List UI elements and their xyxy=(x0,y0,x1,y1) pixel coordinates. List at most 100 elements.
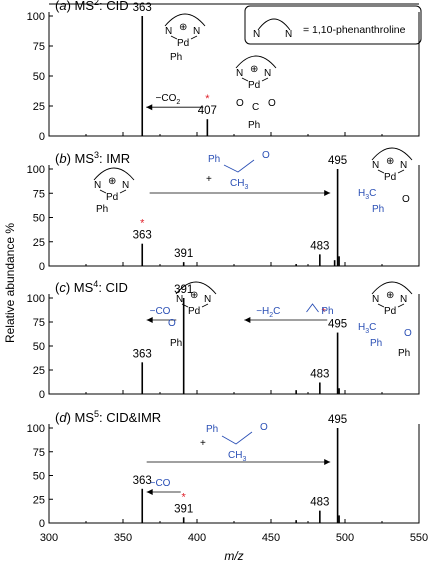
b-right-h3c: H3C xyxy=(358,188,376,201)
c-right-ph1: Ph xyxy=(370,338,382,349)
d-reagent-ch3: CH3 xyxy=(228,450,246,463)
phenanthroline-arc-icon xyxy=(257,18,291,31)
b-reagent-ph: Ph xyxy=(208,154,220,165)
panel-d-y-tick-label: 0 xyxy=(39,518,45,530)
c-right-atom-n1: N xyxy=(372,294,379,305)
panel-c-y-tick-label: 0 xyxy=(39,389,45,401)
panel-d: 0 25 50 75 100 300 350 400 450 500 550 (d) MS5: CID… xyxy=(27,409,428,544)
b-left-atom-n1: N xyxy=(94,180,101,191)
b-left-atom-charge: ⊕ xyxy=(108,176,116,187)
plus-sign-b: + xyxy=(206,174,212,185)
b-right-atom-charge: ⊕ xyxy=(386,156,394,167)
loss-styrene-label: −H2C xyxy=(256,306,280,319)
panel-c-y-tick-label: 100 xyxy=(27,293,45,305)
a-left-atom-charge: ⊕ xyxy=(179,22,187,33)
c-right-h3c: H3C xyxy=(358,322,376,335)
a-right-atom-pd: Pd xyxy=(248,80,260,91)
panel-c-y-tick-label: 25 xyxy=(33,365,45,377)
legend-label: = 1,10-phenanthroline xyxy=(303,24,406,36)
structure-a-left: N ⊕ N Pd Ph xyxy=(164,13,206,63)
arrowhead-icon xyxy=(244,317,251,323)
legend-ring-atom-1: N xyxy=(253,29,260,40)
loss-co2-label: −CO2 xyxy=(156,93,181,106)
panel-b-y-tick-label: 50 xyxy=(33,213,45,225)
panel-c-label: (c) MS4: CID xyxy=(55,279,128,295)
panel-d-y-tick-label: 75 xyxy=(33,447,45,459)
star-marker-c: * xyxy=(321,307,326,319)
peak-label-c-391: 391 xyxy=(174,284,193,296)
panel-d-label: (d) MS5: CID&IMR xyxy=(55,409,161,425)
peak-label-c-495: 495 xyxy=(328,319,347,331)
peak-label-c-363: 363 xyxy=(133,348,152,360)
structure-d-reagent: Ph CH3 O xyxy=(206,422,268,463)
x-tick-label: 400 xyxy=(188,532,206,544)
structure-b-reagent: Ph CH3 O xyxy=(208,150,270,191)
a-left-atom-pd: Pd xyxy=(177,38,189,49)
a-right-atom-o2: O xyxy=(268,98,276,109)
panel-c-y-tick-label: 50 xyxy=(33,341,45,353)
x-tick-label: 500 xyxy=(336,532,354,544)
y-axis-title: Relative abundance % xyxy=(3,223,17,343)
peak-label-a-363: 363 xyxy=(133,2,152,14)
panel-b-y-tick-label: 75 xyxy=(33,188,45,200)
a-right-atom-ph: Ph xyxy=(248,120,260,131)
b-left-atom-ph: Ph xyxy=(96,204,108,215)
arrowhead-icon xyxy=(146,104,153,111)
c-middle-o: O xyxy=(168,318,176,329)
c-right-atom-n2: N xyxy=(400,294,407,305)
panel-d-y-tick-label: 100 xyxy=(27,423,45,435)
panel-b-label: (b) MS3: IMR xyxy=(55,150,130,166)
a-left-bond-1 xyxy=(170,35,178,40)
legend-box: N N = 1,10-phenanthroline xyxy=(244,5,422,45)
c-middle-atom-charge: ⊕ xyxy=(190,290,198,301)
a-left-atom-n1: N xyxy=(165,26,172,37)
panel-b-y-tick-label: 25 xyxy=(33,237,45,249)
structure-b-right: N ⊕ N Pd H3C Ph O xyxy=(358,147,413,215)
a-right-atom-charge: ⊕ xyxy=(250,64,258,75)
panel-d-y-tick-label: 25 xyxy=(33,494,45,506)
a-right-atom-n2: N xyxy=(264,68,271,79)
b-left-phen-arc-icon xyxy=(93,167,135,181)
c-right-bond-2 xyxy=(397,303,405,308)
panel-a-y-tick-label: 50 xyxy=(33,71,45,83)
b-left-atom-pd: Pd xyxy=(106,192,118,203)
c-middle-bond-2 xyxy=(201,303,209,308)
b-right-phen-arc-icon xyxy=(371,147,413,161)
styrene-bond-icon xyxy=(306,303,319,313)
peak-label-d-495: 495 xyxy=(328,414,347,426)
x-tick-label: 450 xyxy=(262,532,280,544)
b-right-atom-pd: Pd xyxy=(384,172,396,183)
a-left-phen-arc-icon xyxy=(164,13,206,27)
peak-label-b-495: 495 xyxy=(328,155,347,167)
legend-ring-atom-2: N xyxy=(285,29,292,40)
panel-d-y-tick-label: 50 xyxy=(33,471,45,483)
plus-sign-d: + xyxy=(200,438,206,449)
c-middle-ph: Ph xyxy=(170,338,182,349)
a-right-bond-2 xyxy=(261,77,269,82)
c-right-ph2: Ph xyxy=(398,348,410,359)
c-right-atom-pd: Pd xyxy=(384,306,396,317)
a-left-atom-n2: N xyxy=(193,26,200,37)
peak-label-d-391: 391 xyxy=(174,503,193,515)
b-right-atom-n2: N xyxy=(400,160,407,171)
a-right-bond-1 xyxy=(241,77,249,82)
b-reagent-ch3: CH3 xyxy=(230,178,248,191)
b-right-o: O xyxy=(402,194,410,205)
panel-c: 0 25 50 75 100 (c) MS4: CID 363 391 483 495* −CO −H… xyxy=(27,279,420,401)
peak-label-d-483: 483 xyxy=(310,497,329,509)
structure-a-right: N ⊕ N Pd O C O Ph xyxy=(235,55,277,131)
x-tick-label: 300 xyxy=(40,532,58,544)
a-right-atom-c: C xyxy=(252,102,259,113)
a-right-atom-o1: O xyxy=(236,98,244,109)
panel-a-y-tick-label: 25 xyxy=(33,101,45,113)
c-middle-atom-n2: N xyxy=(204,294,211,305)
peak-label-d-363: 363 xyxy=(133,475,152,487)
a-right-atom-n1: N xyxy=(236,68,243,79)
c-right-phen-arc-icon xyxy=(371,281,413,295)
a-right-phen-arc-icon xyxy=(235,55,277,69)
x-tick-label: 350 xyxy=(114,532,132,544)
b-left-atom-n2: N xyxy=(122,180,129,191)
panel-a-label: (a) MS2: CID xyxy=(55,0,129,13)
